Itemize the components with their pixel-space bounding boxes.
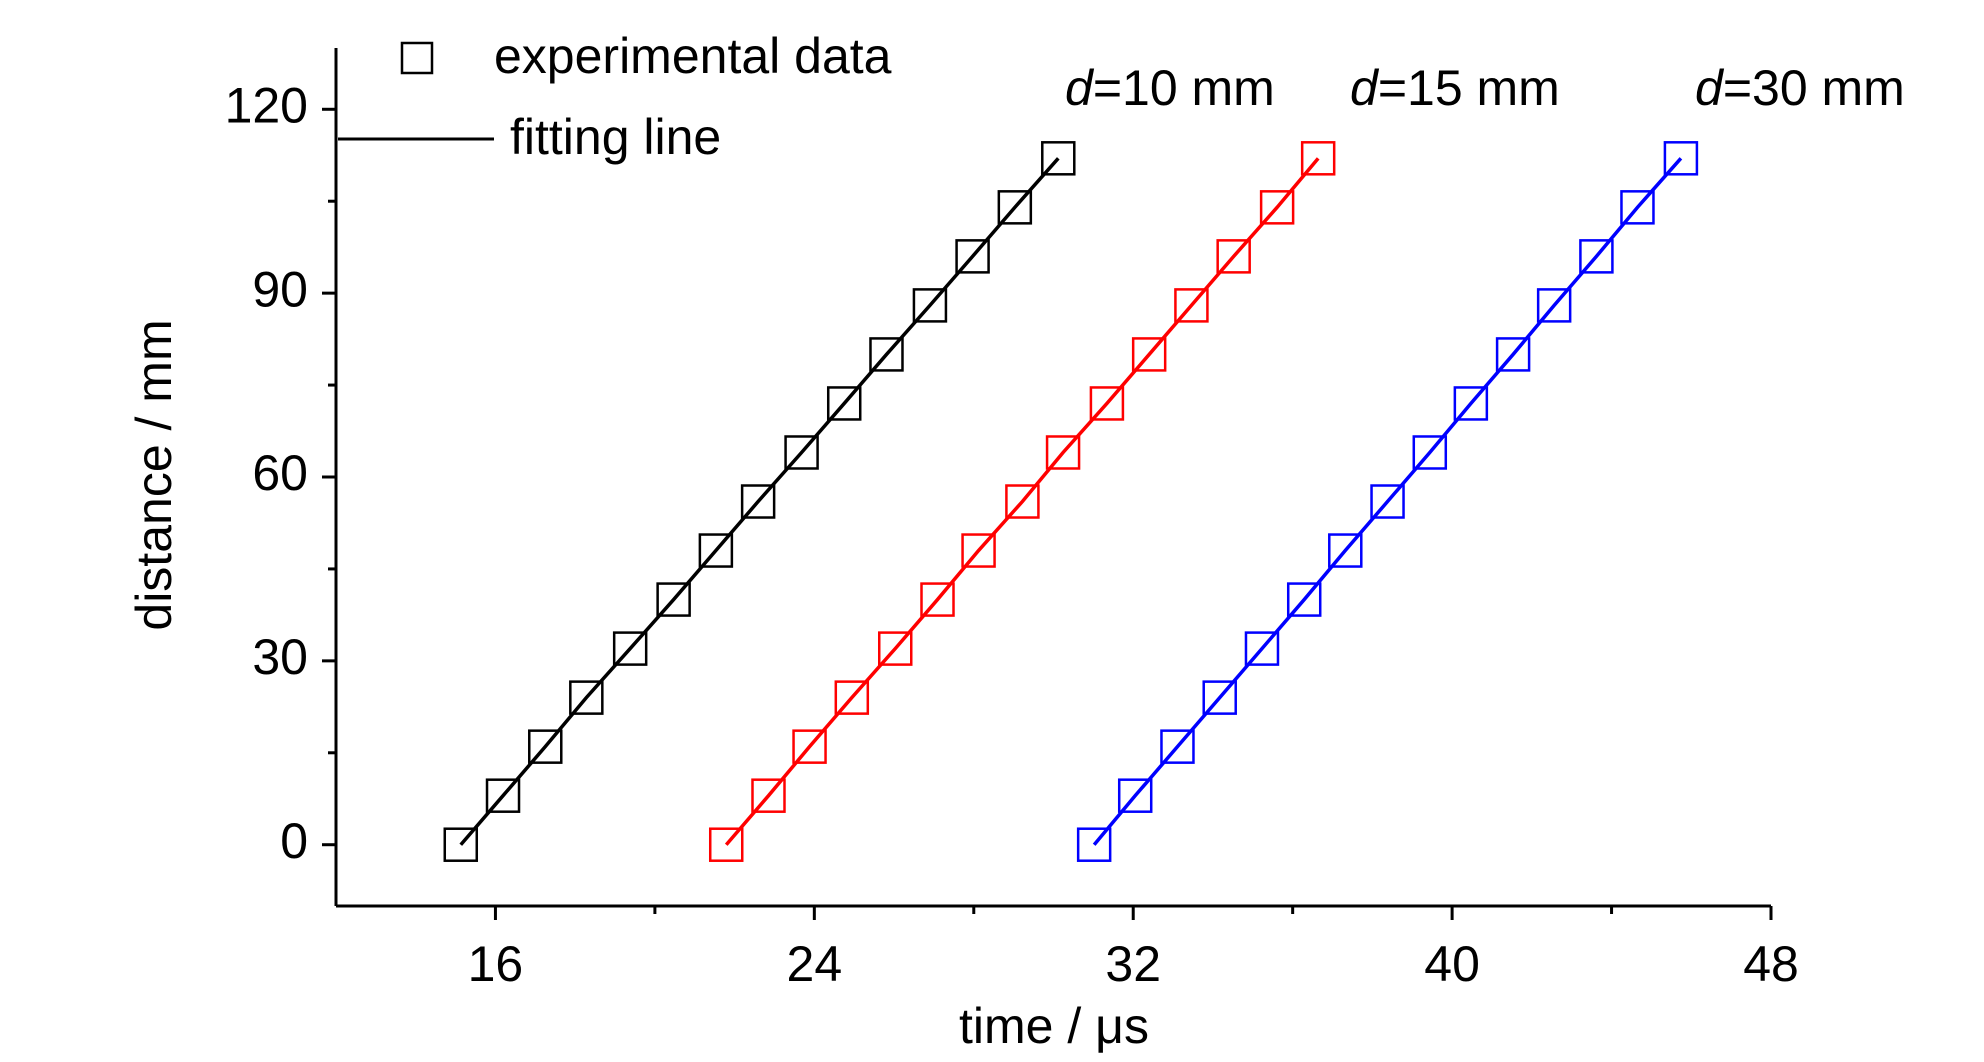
data-point bbox=[612, 631, 648, 666]
data-point bbox=[698, 533, 734, 568]
data-point bbox=[1259, 190, 1295, 225]
data-point bbox=[869, 337, 904, 372]
data-point bbox=[1300, 141, 1336, 176]
y-tick-label: 90 bbox=[252, 261, 308, 317]
data-point bbox=[1160, 729, 1195, 764]
data-point bbox=[1174, 288, 1209, 323]
data-point bbox=[997, 190, 1033, 225]
y-tick-label: 120 bbox=[225, 77, 308, 133]
y-tick-label: 0 bbox=[280, 813, 308, 869]
data-point bbox=[740, 484, 776, 519]
data-point bbox=[1370, 484, 1405, 519]
data-point bbox=[912, 288, 948, 323]
data-point bbox=[784, 435, 819, 470]
legend-label: fitting line bbox=[510, 109, 721, 165]
fit-line bbox=[724, 157, 1320, 846]
data-point bbox=[920, 582, 955, 617]
data-point bbox=[1041, 141, 1076, 176]
data-point bbox=[1286, 582, 1322, 617]
data-point bbox=[751, 778, 786, 813]
data-point bbox=[708, 827, 744, 862]
data-point bbox=[1244, 631, 1280, 666]
x-tick-label: 32 bbox=[1105, 936, 1161, 992]
data-point bbox=[834, 680, 870, 715]
x-tick-label: 48 bbox=[1743, 936, 1799, 992]
data-point bbox=[955, 239, 990, 274]
data-point bbox=[1412, 435, 1448, 470]
x-tick-label: 24 bbox=[787, 936, 843, 992]
data-point bbox=[1216, 239, 1251, 274]
data-point bbox=[443, 827, 479, 862]
data-point bbox=[485, 778, 521, 813]
fit-line bbox=[459, 157, 1060, 846]
data-point bbox=[1495, 337, 1531, 372]
x-tick-label: 16 bbox=[468, 936, 524, 992]
fit-line bbox=[1092, 157, 1683, 846]
y-tick-label: 30 bbox=[252, 629, 308, 685]
series-label: d=10 mm bbox=[1065, 60, 1275, 116]
y-axis-title: distance / mm bbox=[126, 319, 182, 630]
data-point bbox=[656, 582, 691, 617]
x-tick-label: 40 bbox=[1424, 936, 1480, 992]
legend-label: experimental data bbox=[494, 28, 892, 84]
data-point bbox=[1579, 239, 1614, 274]
data-point bbox=[1045, 435, 1081, 470]
x-axis-title: time / μs bbox=[959, 998, 1149, 1054]
data-point bbox=[1005, 484, 1040, 519]
data-point bbox=[792, 729, 827, 764]
data-point bbox=[528, 729, 563, 764]
series-label: d=30 mm bbox=[1695, 60, 1905, 116]
data-point bbox=[1328, 533, 1363, 568]
data-point bbox=[1536, 288, 1572, 323]
legend-marker bbox=[400, 41, 434, 75]
data-point bbox=[1663, 141, 1699, 176]
series-label: d=15 mm bbox=[1350, 60, 1560, 116]
data-point bbox=[1453, 386, 1489, 421]
y-tick-label: 60 bbox=[252, 445, 308, 501]
data-point bbox=[826, 386, 862, 421]
data-point bbox=[1202, 680, 1237, 715]
data-point bbox=[1089, 386, 1125, 421]
data-point bbox=[1076, 827, 1112, 862]
data-point bbox=[961, 533, 996, 568]
data-point bbox=[1117, 778, 1153, 813]
data-point bbox=[878, 631, 913, 666]
data-point bbox=[1131, 337, 1167, 372]
data-point bbox=[569, 680, 604, 715]
data-point bbox=[1620, 190, 1655, 225]
